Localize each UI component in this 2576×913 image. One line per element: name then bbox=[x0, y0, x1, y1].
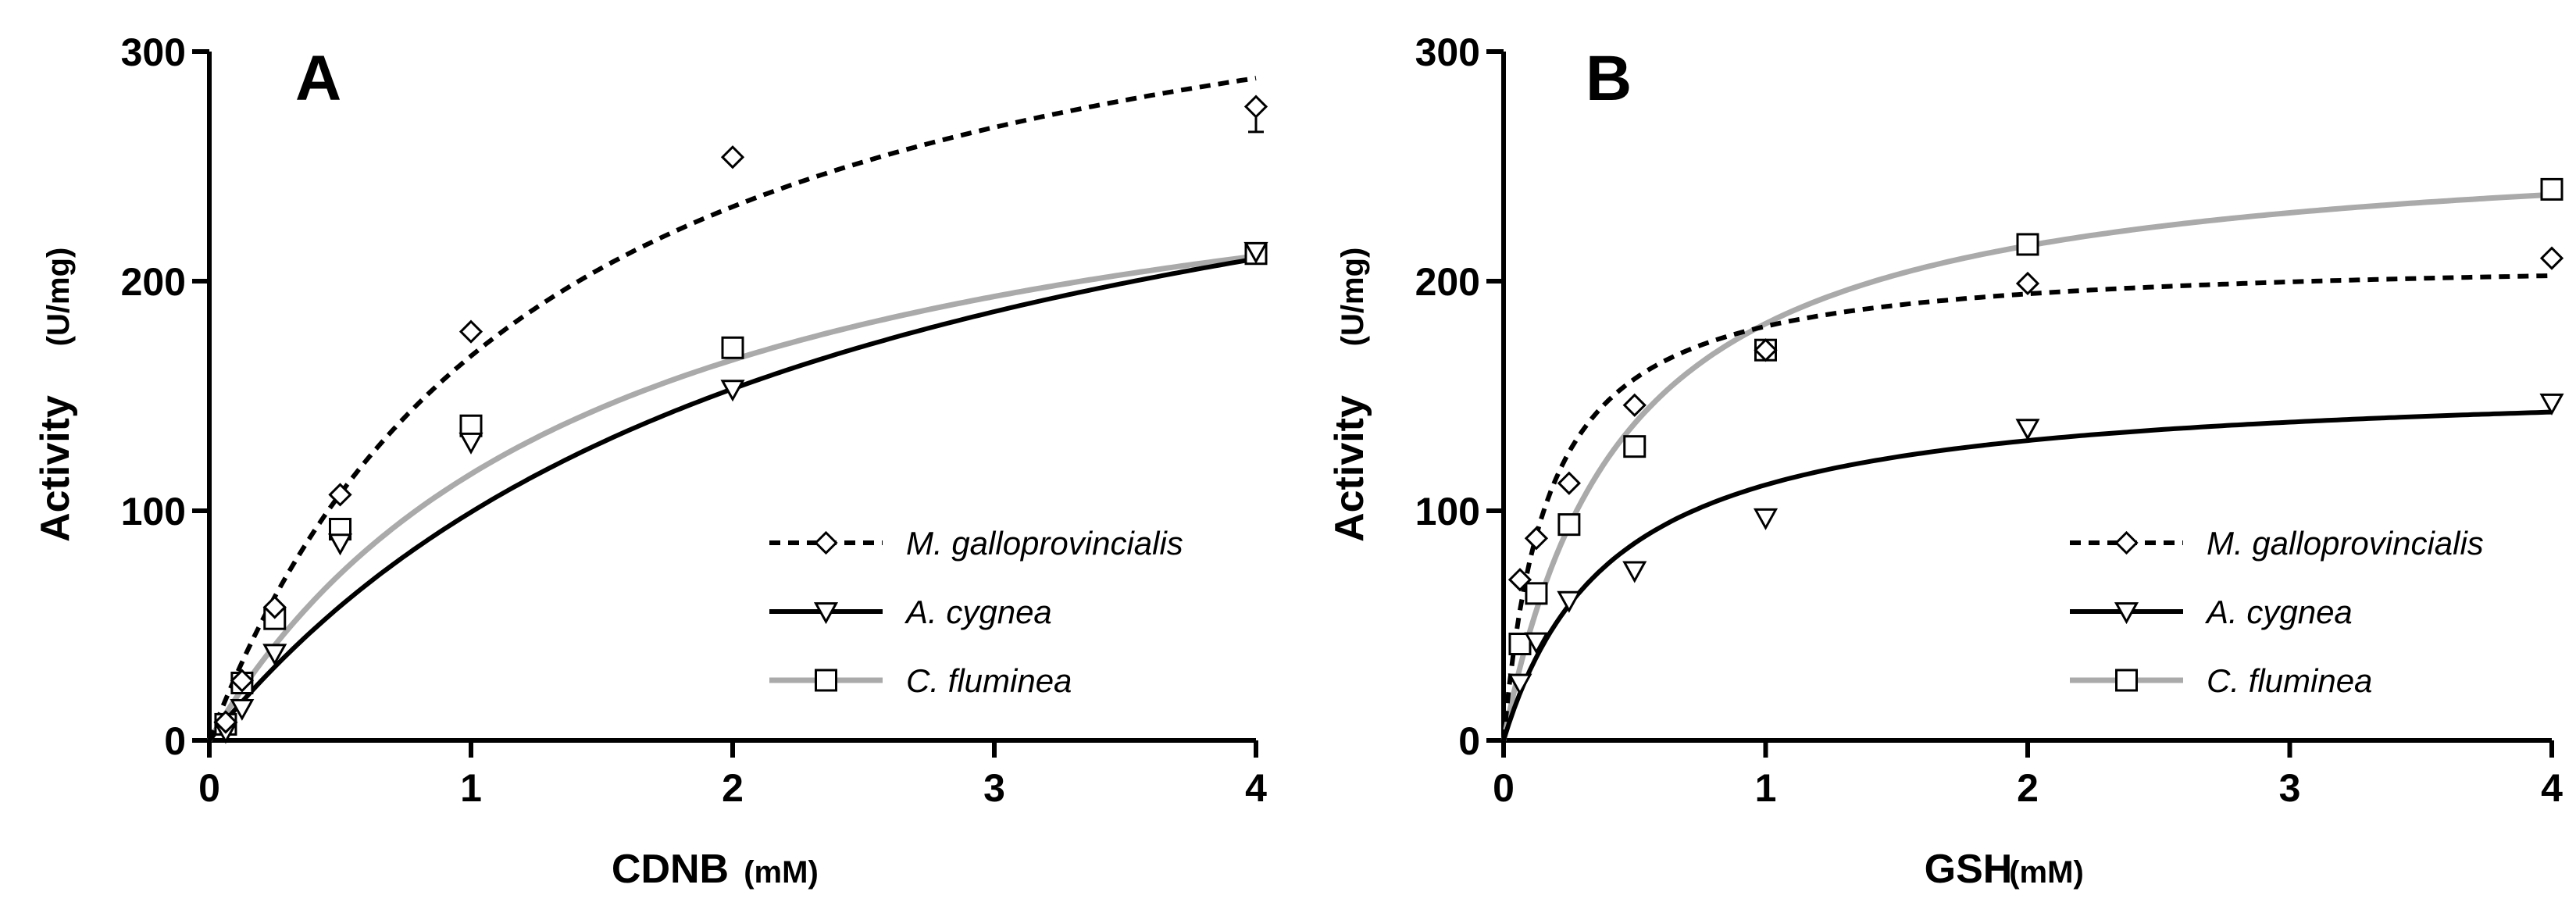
legend-label-m-galloprovincialis: M. galloprovincialis bbox=[2207, 525, 2484, 562]
legend-marker-m-galloprovincialis bbox=[2114, 530, 2139, 555]
legend-label-c-fluminea: C. fluminea bbox=[2207, 662, 2372, 699]
data-point-m-galloprovincialis bbox=[230, 669, 254, 693]
data-point-a-cygnea bbox=[720, 380, 745, 402]
legend-label-c-fluminea: C. fluminea bbox=[906, 662, 1072, 699]
x-tick-label: 0 bbox=[1493, 766, 1515, 810]
legend-marker-c-fluminea bbox=[815, 669, 837, 692]
data-point-c-fluminea bbox=[1525, 582, 1548, 605]
data-point-m-galloprovincialis bbox=[1754, 338, 1778, 362]
data-point-a-cygnea bbox=[2015, 419, 2040, 441]
legend-marker-a-cygnea bbox=[2114, 602, 2139, 625]
x-axis-unit: (mM) bbox=[2009, 855, 2084, 890]
data-point-m-galloprovincialis bbox=[1524, 526, 1549, 551]
legend-marker-m-galloprovincialis bbox=[814, 530, 838, 555]
x-tick-label: 2 bbox=[2017, 766, 2039, 810]
x-axis-label: CDNB bbox=[612, 847, 729, 892]
data-point-a-cygnea bbox=[1753, 508, 1779, 530]
y-tick-label: 200 bbox=[121, 260, 186, 304]
y-tick-label: 100 bbox=[121, 490, 186, 533]
data-point-a-cygnea bbox=[1243, 241, 1268, 264]
x-axis-label: GSH bbox=[1925, 847, 2013, 892]
x-tick-label: 0 bbox=[198, 766, 220, 810]
y-tick-label: 0 bbox=[164, 719, 186, 763]
data-point-m-galloprovincialis bbox=[328, 483, 352, 507]
data-point-c-fluminea bbox=[1623, 435, 1647, 458]
panel-letter: B bbox=[1586, 43, 1632, 114]
fit-curve-a-cygnea bbox=[207, 256, 1257, 742]
data-point-m-galloprovincialis bbox=[720, 145, 745, 169]
legend-marker-c-fluminea bbox=[2115, 669, 2138, 692]
data-point-a-cygnea bbox=[1524, 632, 1549, 654]
panel-a: 0 100 200 300 0 1 2 3 4 CDNB (mM) Activity (U/mg) A M.… bbox=[33, 30, 1268, 892]
legend-label-a-cygnea: A. cygnea bbox=[2204, 594, 2353, 630]
legend-marker-a-cygnea bbox=[813, 602, 839, 625]
panel-b: 0 100 200 300 0 1 2 3 4 GSH(mM) Activity (U/mg) B M. … bbox=[1327, 30, 2564, 892]
fit-curve-c-fluminea bbox=[206, 253, 1257, 742]
data-point-m-galloprovincialis bbox=[1507, 568, 1532, 592]
fit-curve-m-galloprovincialis bbox=[1501, 273, 2553, 741]
fit-curve-a-cygnea bbox=[1501, 409, 2553, 741]
x-tick-label: 1 bbox=[460, 766, 482, 810]
data-point-a-cygnea bbox=[1507, 673, 1532, 696]
data-point-c-fluminea bbox=[2016, 233, 2039, 256]
legend-label-m-galloprovincialis: M. galloprovincialis bbox=[906, 525, 1183, 562]
data-point-m-galloprovincialis bbox=[2539, 246, 2564, 270]
data-point-c-fluminea bbox=[2540, 177, 2564, 201]
x-tick-label: 3 bbox=[983, 766, 1005, 810]
data-point-a-cygnea bbox=[327, 533, 353, 556]
data-point-a-cygnea bbox=[262, 644, 287, 666]
fit-curve-m-galloprovincialis bbox=[207, 76, 1257, 742]
x-axis-unit: (mM) bbox=[744, 855, 819, 890]
panel-letter: A bbox=[295, 43, 341, 114]
data-point-c-fluminea bbox=[1508, 633, 1532, 656]
data-point-a-cygnea bbox=[1557, 590, 1582, 613]
data-point-c-fluminea bbox=[721, 336, 744, 359]
x-tick-label: 1 bbox=[1755, 766, 1777, 810]
data-point-a-cygnea bbox=[230, 698, 255, 721]
data-point-m-galloprovincialis bbox=[458, 319, 483, 344]
y-tick-label: 0 bbox=[1458, 719, 1480, 763]
y-axis-label: Activity bbox=[33, 395, 78, 542]
y-axis-unit: (U/mg) bbox=[41, 248, 76, 347]
data-point-m-galloprovincialis bbox=[262, 595, 287, 619]
y-tick-label: 100 bbox=[1415, 490, 1480, 533]
y-tick-label: 300 bbox=[121, 30, 186, 74]
x-tick-label: 4 bbox=[2541, 766, 2563, 810]
data-point-m-galloprovincialis bbox=[2015, 271, 2040, 296]
y-tick-label: 200 bbox=[1415, 260, 1480, 304]
data-point-a-cygnea bbox=[2539, 393, 2564, 415]
data-point-m-galloprovincialis bbox=[1243, 95, 1268, 119]
data-point-m-galloprovincialis bbox=[1622, 393, 1647, 417]
x-tick-label: 4 bbox=[1245, 766, 1267, 810]
x-tick-label: 3 bbox=[2279, 766, 2301, 810]
y-axis-label: Activity bbox=[1327, 395, 1372, 542]
data-point-c-fluminea bbox=[1557, 513, 1581, 537]
x-tick-label: 2 bbox=[722, 766, 744, 810]
y-axis-unit: (U/mg) bbox=[1336, 248, 1370, 347]
y-tick-label: 300 bbox=[1415, 30, 1480, 74]
data-point-m-galloprovincialis bbox=[1557, 471, 1581, 495]
legend-label-a-cygnea: A. cygnea bbox=[904, 594, 1052, 630]
data-point-a-cygnea bbox=[1622, 561, 1647, 583]
data-point-m-galloprovincialis bbox=[213, 710, 238, 734]
data-point-a-cygnea bbox=[458, 432, 483, 455]
